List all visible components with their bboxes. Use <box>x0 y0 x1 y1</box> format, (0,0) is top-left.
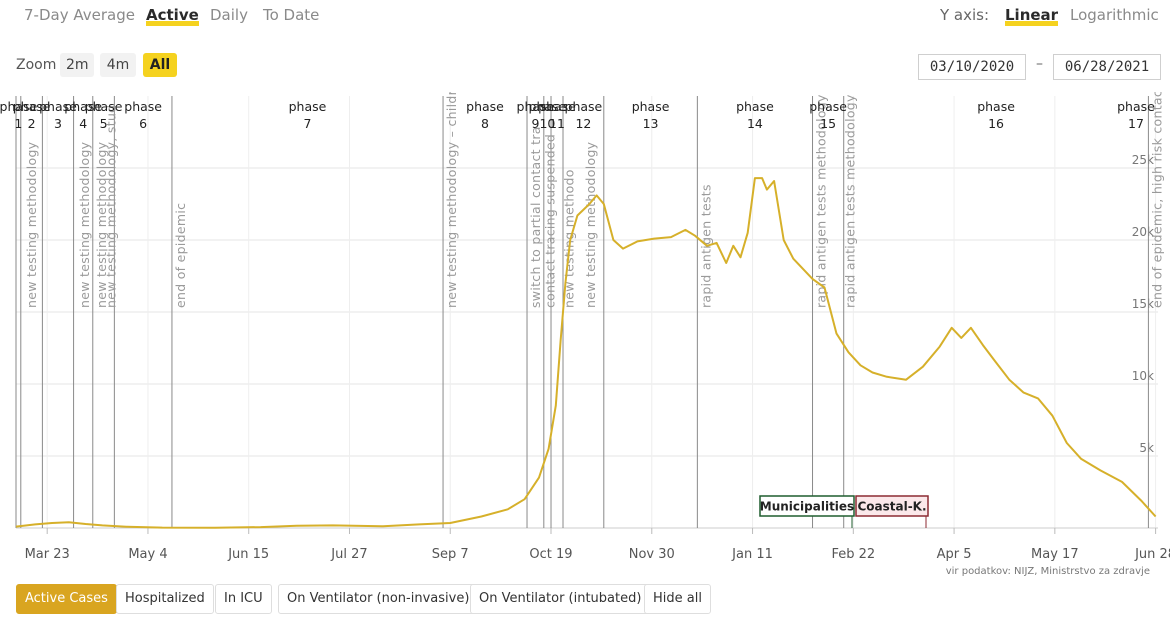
phase-number: 7 <box>304 116 312 131</box>
phase-number: 5 <box>100 116 108 131</box>
date-to-input[interactable]: 06/28/2021 <box>1053 54 1161 80</box>
x-tick-label: Jun 28 <box>1134 547 1170 562</box>
event-annotation: new testing methodology <box>77 141 92 308</box>
zoom-2m-button[interactable]: 2m <box>60 53 94 77</box>
event-annotation: new testing methodo <box>562 169 577 308</box>
x-tick-label: Nov 30 <box>629 547 675 562</box>
y-axis-logarithmic-option[interactable]: Logarithmic <box>1070 6 1159 24</box>
event-annotation: new testing methodology – children <box>444 92 459 308</box>
zoom-4m-button[interactable]: 4m <box>100 53 136 77</box>
event-annotation: new testing methodology, stud <box>103 105 118 308</box>
x-tick-label: Jun 15 <box>227 547 269 562</box>
y-axis-label: Y axis: <box>940 6 990 24</box>
x-tick-label: May 17 <box>1031 547 1079 562</box>
y-tick-label: 5k <box>1139 441 1154 455</box>
legend-tag-box <box>855 495 929 517</box>
phase-number: 11 <box>549 116 565 131</box>
tab-daily[interactable]: Daily <box>210 6 248 24</box>
phase-number: 10 <box>539 116 555 131</box>
x-tick-label: Apr 5 <box>937 547 972 562</box>
event-annotation: end of epidemic <box>173 203 188 308</box>
hide-all-button[interactable]: Hide all <box>644 584 711 614</box>
hospitalized-button[interactable]: Hospitalized <box>116 584 214 614</box>
phase-label: phase <box>13 99 51 114</box>
y-tick-label: 10k <box>1132 369 1154 383</box>
ventilator-noninvasive-button[interactable]: On Ventilator (non-invasive) <box>278 584 479 614</box>
ventilator-intubated-button[interactable]: On Ventilator (intubated) <box>470 584 651 614</box>
tab-7-day-average[interactable]: 7-Day Average <box>24 6 135 24</box>
tab-to-date[interactable]: To Date <box>263 6 320 24</box>
date-range-separator: – <box>1036 56 1043 72</box>
legend-tag-box <box>759 495 855 517</box>
top-bar: 7-Day Average Active Daily To Date Y axi… <box>0 0 1170 34</box>
phase-label: phase <box>632 99 670 114</box>
phase-label: phase <box>124 99 162 114</box>
phase-label: phase <box>809 99 847 114</box>
x-tick-label: Oct 19 <box>529 547 572 562</box>
phase-number: 13 <box>643 116 659 131</box>
date-from-input[interactable]: 03/10/2020 <box>918 54 1026 80</box>
phase-label: phase <box>0 99 38 114</box>
phase-label: phase <box>64 99 102 114</box>
phase-number: 9 <box>531 116 539 131</box>
x-tick-label: Feb 22 <box>831 547 875 562</box>
x-tick-label: May 4 <box>128 547 167 562</box>
phase-number: 12 <box>575 116 591 131</box>
phase-label: phase <box>1117 99 1155 114</box>
y-axis-linear-option[interactable]: Linear <box>1005 6 1059 26</box>
phase-label: phase <box>517 99 555 114</box>
data-source-note: vir podatkov: NIJZ, Ministrstvo za zdrav… <box>945 566 1150 577</box>
x-tick-label: Sep 7 <box>432 547 469 562</box>
event-annotation: rapid antigen tests methodology <box>814 94 829 308</box>
x-tick-label: Jan 11 <box>731 547 773 562</box>
x-tick-label: Jul 27 <box>330 547 367 562</box>
phase-label: phase <box>85 99 123 114</box>
phase-number: 14 <box>747 116 763 131</box>
phase-number: 16 <box>988 116 1004 131</box>
legend-tag-label: Municipalities <box>760 500 854 514</box>
phase-label: phase <box>466 99 504 114</box>
tab-active[interactable]: Active <box>146 6 199 26</box>
phase-number: 17 <box>1128 116 1144 131</box>
event-annotation: end of epidemic, high risk contact tra <box>1149 92 1164 308</box>
event-annotation: new testing methodology <box>583 141 598 308</box>
zoom-label: Zoom <box>16 57 57 73</box>
active-cases-button[interactable]: Active Cases <box>16 584 117 614</box>
phase-label: phase <box>565 99 603 114</box>
phase-number: 8 <box>481 116 489 131</box>
phase-number: 3 <box>54 116 62 131</box>
legend-tag-label: Coastal-K. <box>857 500 926 514</box>
event-annotation: switch to partial contact tra <box>528 126 543 308</box>
in-icu-button[interactable]: In ICU <box>215 584 272 614</box>
phase-number: 1 <box>14 116 22 131</box>
phase-label: phase <box>736 99 774 114</box>
event-annotation: new testing methodology <box>94 141 109 308</box>
event-annotation: new testing methodology <box>24 141 39 308</box>
active-cases-line <box>15 177 1157 529</box>
phase-label: phase <box>977 99 1015 114</box>
zoom-all-button[interactable]: All <box>143 53 177 77</box>
phase-number: 6 <box>139 116 147 131</box>
phase-number: 15 <box>820 116 836 131</box>
event-annotation: rapid antigen tests methodology <box>842 94 857 308</box>
x-tick-label: Mar 23 <box>25 547 70 562</box>
phase-number: 4 <box>79 116 87 131</box>
phase-label: phase <box>289 99 327 114</box>
event-annotation: contact tracing suspended <box>542 134 557 308</box>
phase-label: phase <box>529 99 567 114</box>
phase-label: phase <box>39 99 77 114</box>
phase-number: 2 <box>28 116 36 131</box>
phase-label: phase <box>538 99 576 114</box>
